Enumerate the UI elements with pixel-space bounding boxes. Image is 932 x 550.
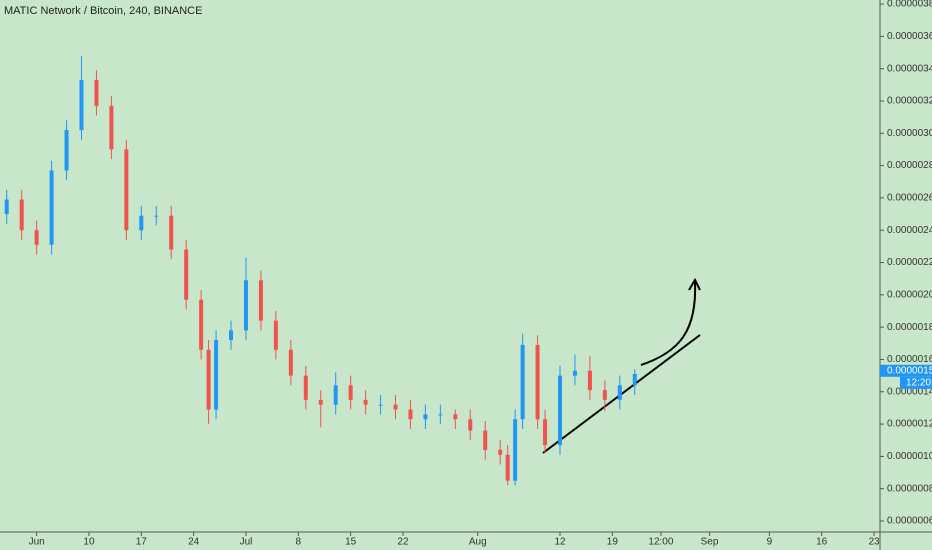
countdown-label: 12:20 [906,377,931,388]
candle-body [19,199,24,231]
candle-body [348,385,353,400]
x-tick-label: Jul [240,537,253,548]
candle-body [184,249,189,300]
arrow-head [688,277,701,291]
candle-body [572,370,577,376]
candle-body [154,215,159,217]
x-tick-label: 19 [607,537,619,548]
candle-body [513,419,518,481]
candle-body [64,130,69,171]
candle-body [363,399,368,405]
x-tick-label: Aug [469,537,487,548]
x-tick-label: 9 [767,537,773,548]
x-tick-label: 22 [397,537,409,548]
candle-body [273,320,278,350]
candle-body [333,385,338,405]
x-tick-label: Jun [29,537,45,548]
x-tick-label: 24 [188,537,200,548]
candle-body [438,414,443,416]
candle-body [393,404,398,410]
chart-title: MATIC Network / Bitcoin, 240, BINANCE [4,5,202,17]
x-tick-label: 12:00 [648,537,673,548]
candle-body [632,373,637,386]
candle-body [49,170,54,245]
candle-body [468,419,473,431]
candle-body [169,215,174,250]
x-tick-label: 12 [554,537,566,548]
candle-body [543,419,548,446]
candle-body [124,149,129,231]
candle-body [423,414,428,420]
y-tick-label: 0.00000380 [887,0,932,10]
candle-body [408,409,413,420]
x-tick-label: 23 [868,537,880,548]
candle-body [79,79,84,131]
candle-body [94,79,99,106]
candle-body [34,230,39,245]
last-price-tag [880,364,932,377]
x-tick-label: 10 [83,537,95,548]
candle-body [520,344,525,420]
candle-body [229,330,234,341]
candle-body [206,349,211,410]
candle-body [483,430,488,450]
x-tick-label: 16 [816,537,828,548]
candle-body [214,340,219,410]
candle-body [109,105,114,150]
candle-body [453,414,458,420]
candle-body [558,375,562,446]
last-price-label: 0.00000153 [887,365,932,376]
candle-body [4,199,9,215]
candle-body [587,370,592,391]
x-tick-label: Sep [701,537,719,548]
candle-body [139,215,144,231]
candle-body [498,449,503,455]
candle-body [378,404,383,406]
candle-body [505,454,510,481]
candle-body [243,280,248,331]
countdown-tag [900,376,932,389]
candle-body [535,344,540,420]
arrow-curve [640,281,697,366]
candle-body [617,385,622,400]
candle-body [602,390,607,400]
candle-body [199,299,204,350]
x-tick-label: 8 [296,537,302,548]
x-tick-label: 17 [136,537,148,548]
candle-body [318,399,323,405]
candle-body [303,375,308,400]
candle-body [288,349,293,376]
candle-body [258,280,263,321]
x-tick-label: 15 [345,537,357,548]
